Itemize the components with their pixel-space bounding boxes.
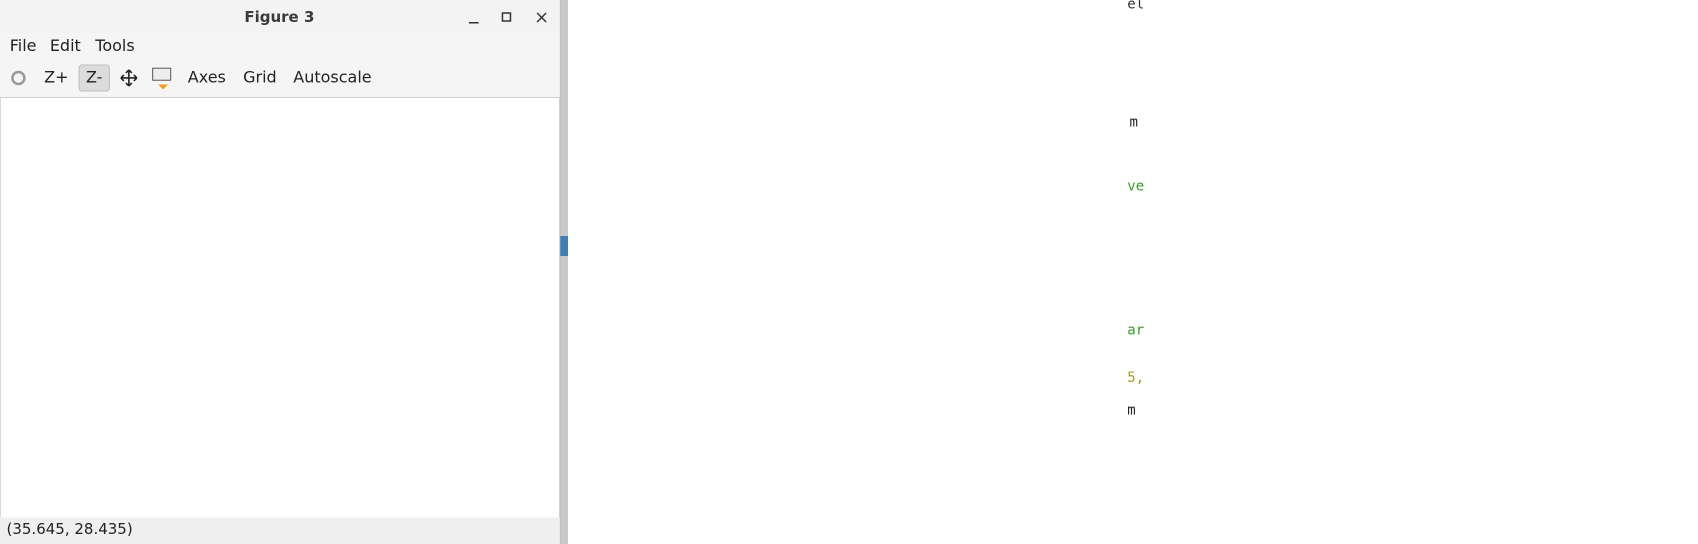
menu-item[interactable]: Edit <box>50 36 81 55</box>
background-text: ve <box>1127 178 1144 194</box>
toolbar-button[interactable]: Z- <box>86 67 102 86</box>
title-bar <box>0 0 560 34</box>
toolbar-button[interactable]: Grid <box>243 67 277 86</box>
text-tool-arrow <box>158 84 169 90</box>
maximize-button[interactable] <box>501 12 512 22</box>
background-text: 5, <box>1127 370 1144 386</box>
background-text: ar <box>1127 322 1144 338</box>
menu-item[interactable]: File <box>10 36 37 55</box>
window-gap-highlight <box>560 236 568 256</box>
background-text: m <box>1127 402 1135 418</box>
window-gap <box>560 0 568 544</box>
close-button[interactable] <box>536 12 547 23</box>
tool-pressed <box>78 64 110 92</box>
background-text: el <box>1127 0 1144 12</box>
window-title: Figure 3 <box>244 8 314 26</box>
status-bar <box>0 517 560 544</box>
background-text: m <box>1129 114 1137 130</box>
toolbar-button[interactable]: Axes <box>188 67 226 86</box>
rotate-tool[interactable] <box>11 70 26 86</box>
toolbar-button[interactable]: Z+ <box>44 67 68 86</box>
text-tool[interactable] <box>152 67 172 81</box>
toolbar-button[interactable]: Autoscale <box>293 67 371 86</box>
figure-window: Figure 3 File Edit Tools Z+ Z- Axes Grid Autosca… <box>0 0 561 544</box>
status-text: (35.645, 28.435) <box>6 520 132 538</box>
pan-tool[interactable] <box>120 69 138 87</box>
menu-item[interactable]: Tools <box>94 36 134 55</box>
